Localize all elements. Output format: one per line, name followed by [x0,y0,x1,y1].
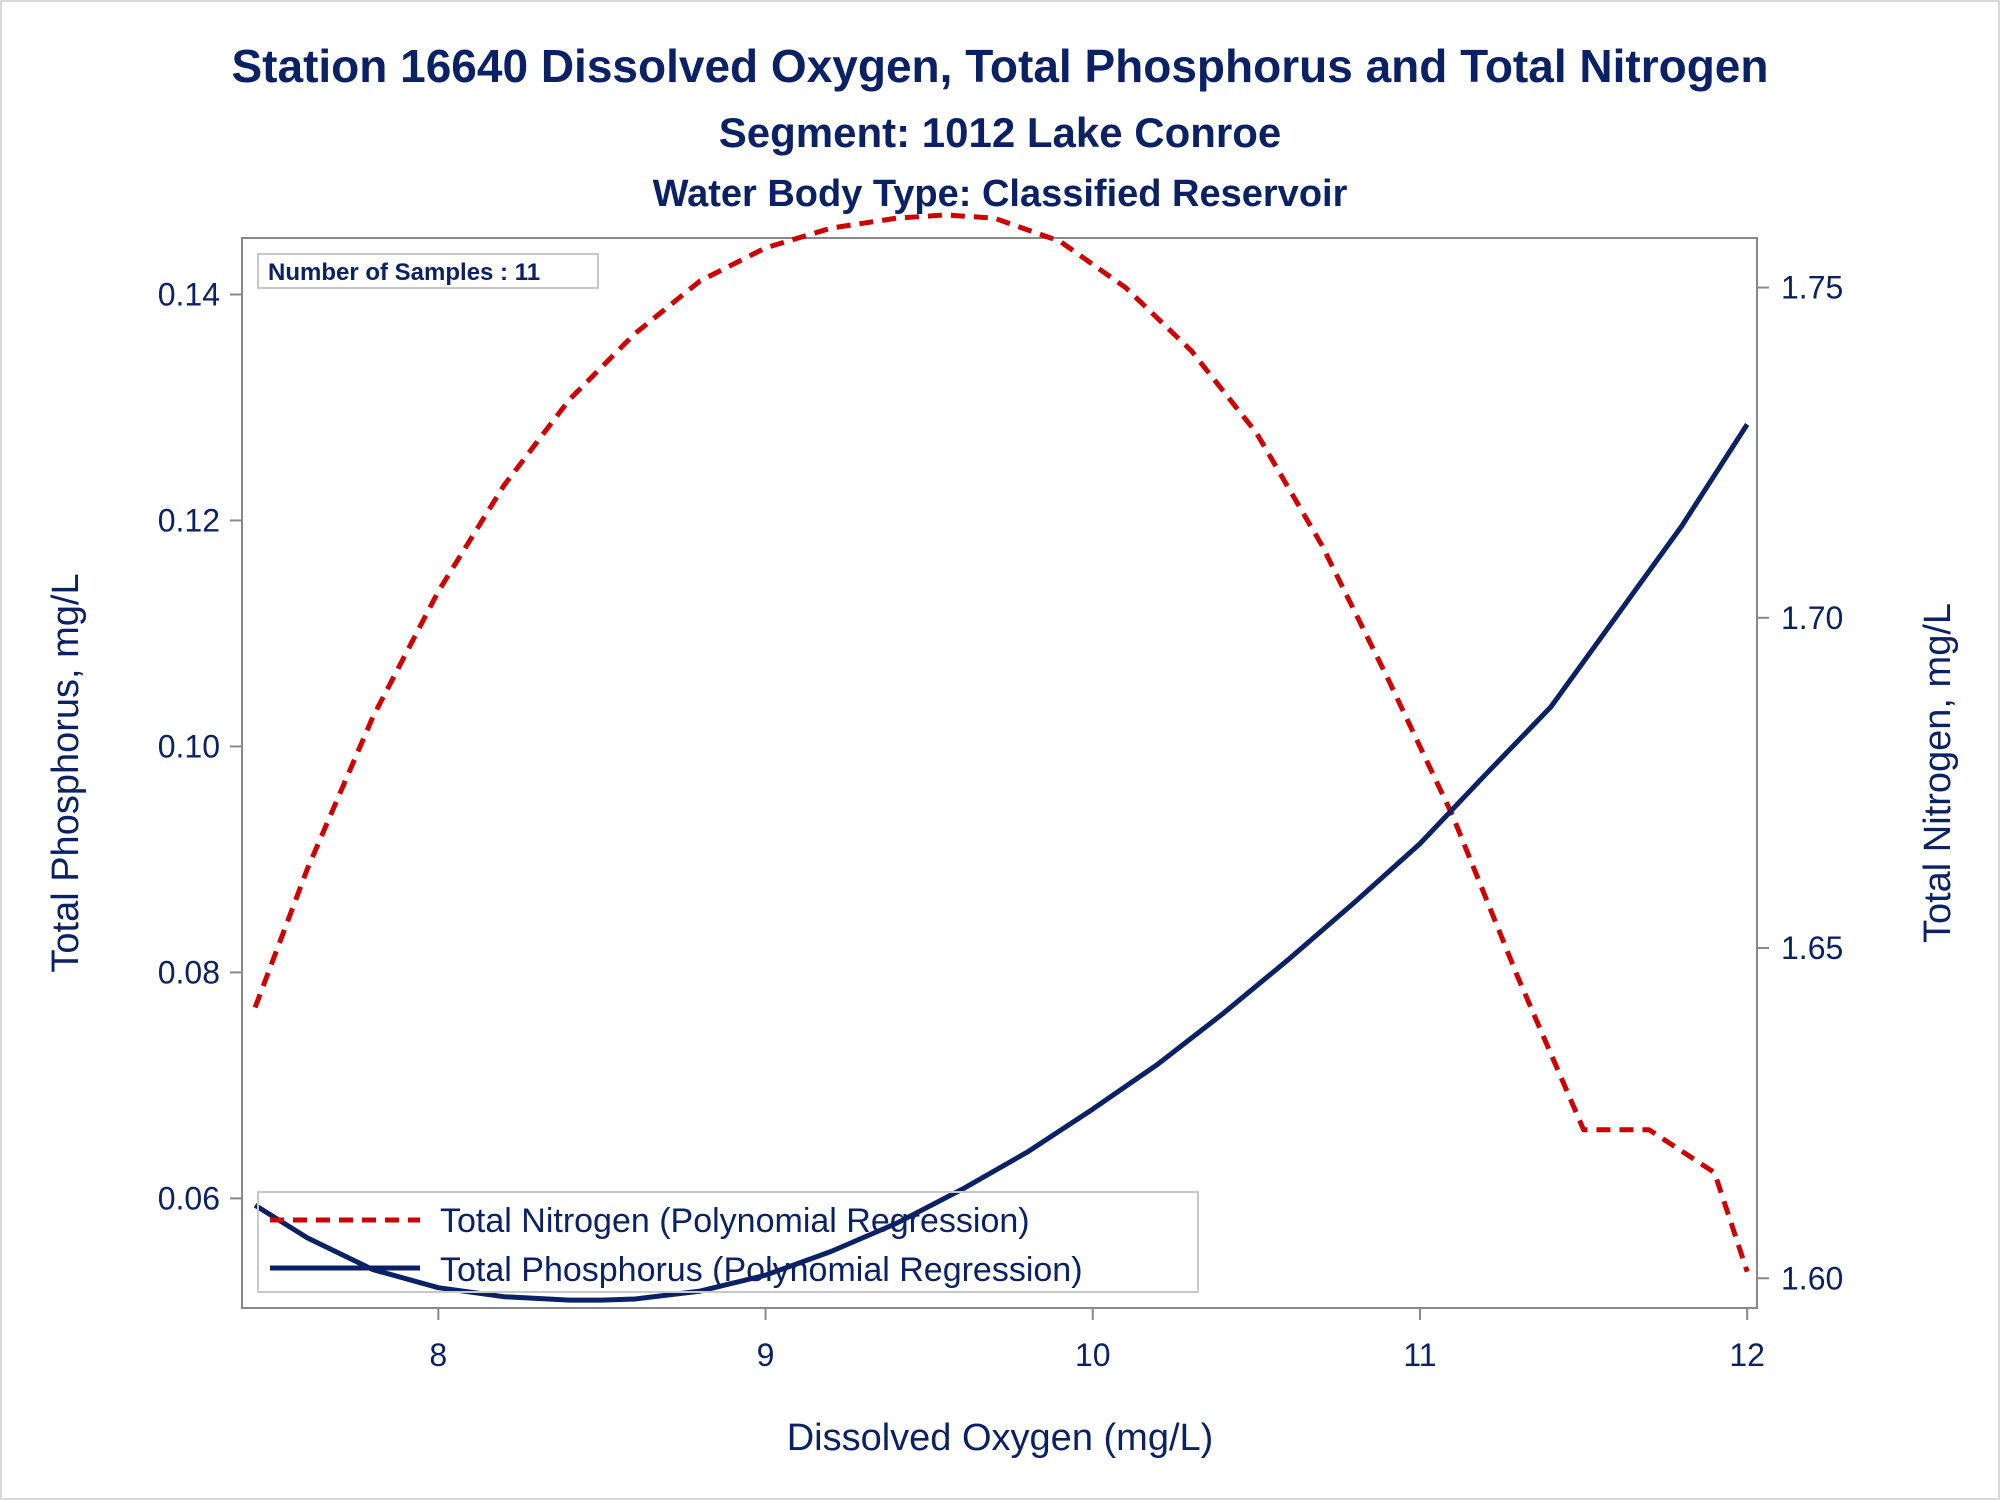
sample-count-annotation: Number of Samples : 11 [268,259,540,286]
x-tick-label: 8 [429,1337,447,1373]
series-line-total-phosphorus [253,423,1750,1303]
series-layer [252,212,1750,1303]
legend-label-nitrogen: Total Nitrogen (Polynomial Regression) [440,1202,1030,1240]
annotation-box: Number of Samples : 11 [257,253,599,289]
x-axis: 8 9 10 11 12 [429,1308,1765,1373]
y-left-tick-label: 0.08 [158,954,220,990]
y-axis-right-label: Total Nitrogen, mg/L [1917,603,1959,943]
chart-subtitle-2: Water Body Type: Classified Reservoir [653,173,1348,215]
y-axis-left-label: Total Phosphorus, mg/L [45,573,87,972]
y-left-tick-label: 0.10 [158,728,220,764]
y-axis-left: 0.06 0.08 0.10 0.12 0.14 [158,276,242,1216]
legend-label-phosphorus: Total Phosphorus (Polynomial Regression) [440,1251,1083,1289]
x-tick-label: 11 [1403,1337,1436,1373]
y-right-tick-label: 1.75 [1781,270,1843,306]
annotation-box-frame [257,253,599,289]
x-tick-label: 12 [1729,1337,1765,1373]
y-left-tick-label: 0.06 [158,1180,220,1216]
y-left-tick-label: 0.12 [158,502,220,538]
y-right-tick-label: 1.65 [1781,930,1843,966]
y-axis-right: 1.60 1.65 1.70 1.75 [1757,270,1843,1296]
plot-area [241,237,1758,1309]
legend: Total Nitrogen (Polynomial Regression) T… [257,1191,1199,1293]
y-right-tick-label: 1.60 [1781,1260,1843,1296]
legend-frame [257,1191,1199,1293]
y-left-tick-label: 0.14 [158,276,220,312]
chart-subtitle: Segment: 1012 Lake Conroe [719,109,1282,156]
chart-title: Station 16640 Dissolved Oxygen, Total Ph… [231,40,1768,92]
y-right-tick-label: 1.70 [1781,600,1843,636]
x-axis-label: Dissolved Oxygen (mg/L) [787,1417,1214,1459]
x-tick-label: 10 [1075,1337,1111,1373]
series-line-total-nitrogen [252,212,1750,1273]
x-tick-label: 9 [757,1337,775,1373]
